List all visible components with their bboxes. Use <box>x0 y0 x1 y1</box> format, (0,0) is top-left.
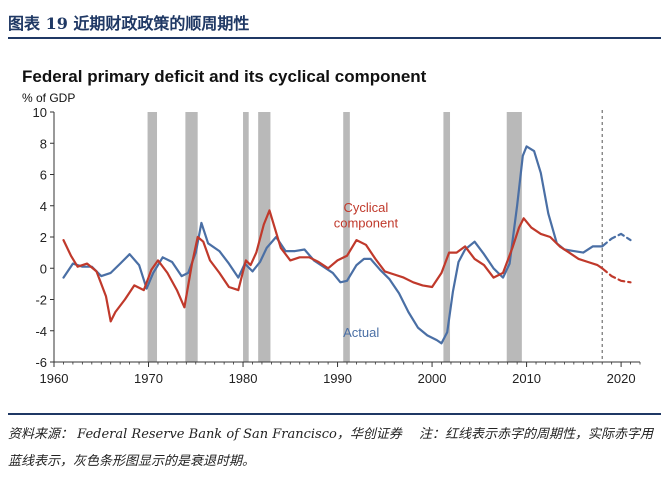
y-tick-label-0: 0 <box>40 261 47 276</box>
figure-header: 图表 19 近期财政政策的顺周期性 <box>0 0 669 40</box>
y-tick-label--6: -6 <box>35 355 47 370</box>
recession-bar-0 <box>147 112 158 362</box>
y-tick-label-6: 6 <box>40 168 47 183</box>
x-tick-label-2020: 2020 <box>607 371 636 386</box>
y-tick-label-10: 10 <box>33 105 47 120</box>
x-tick-label-2010: 2010 <box>512 371 541 386</box>
annotation-label-1: component <box>334 216 399 231</box>
annotation-label-0: Cyclical <box>344 200 389 215</box>
recession-bar-1 <box>185 112 198 362</box>
y-tick-label-2: 2 <box>40 230 47 245</box>
chart-container: Federal primary deficit and its cyclical… <box>0 40 669 410</box>
series-line-cyclical-component <box>62 209 604 323</box>
header-rule <box>8 37 661 39</box>
x-tick-label-1990: 1990 <box>323 371 352 386</box>
y-axis-label: % of GDP <box>22 91 75 105</box>
series-line-actual-projection <box>601 232 632 248</box>
series-lines <box>62 145 632 345</box>
chart-title: Federal primary deficit and its cyclical… <box>22 67 427 86</box>
figure-label: 图表 19 近期财政政策的顺周期性 <box>8 14 250 33</box>
recession-bar-4 <box>343 112 350 362</box>
recession-bar-6 <box>506 112 522 362</box>
x-tick-label-1980: 1980 <box>229 371 258 386</box>
x-tick-label-2000: 2000 <box>418 371 447 386</box>
series-line-cyclical-component-projection <box>601 267 632 284</box>
footer-rule <box>8 413 661 415</box>
recession-bar-3 <box>258 112 271 362</box>
chart-svg: Federal primary deficit and its cyclical… <box>22 67 641 386</box>
y-tick-label-8: 8 <box>40 136 47 151</box>
recession-bars <box>147 112 522 362</box>
y-tick-label--2: -2 <box>35 293 47 308</box>
y-tick-label--4: -4 <box>35 324 47 339</box>
x-tick-label-1960: 1960 <box>40 371 69 386</box>
recession-bar-5 <box>443 112 451 362</box>
recession-bar-2 <box>243 112 249 362</box>
y-tick-label-4: 4 <box>40 199 47 214</box>
series-line-actual <box>62 145 604 345</box>
figure-source-note: 资料来源： Federal Reserve Bank of San Franci… <box>8 427 653 469</box>
x-tick-label-1970: 1970 <box>134 371 163 386</box>
annotation-label-2: Actual <box>343 325 379 340</box>
axes: -6 -4 -2 0 2 4 6 8 10 1960 1970 1980 1990 2000 2010 202… <box>33 105 641 386</box>
